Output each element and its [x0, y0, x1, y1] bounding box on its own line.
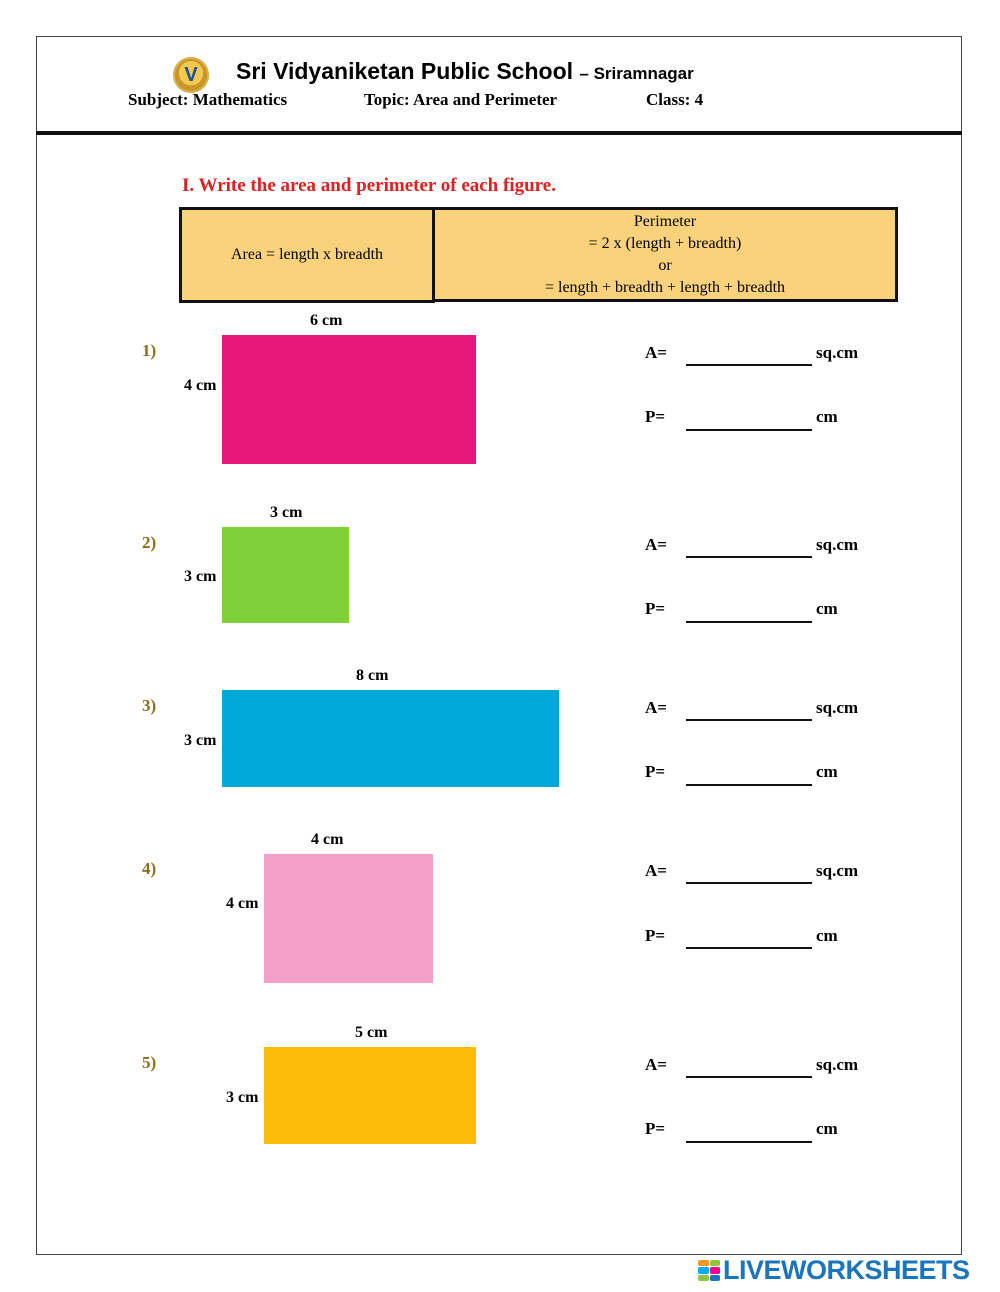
question-number: 1)	[142, 341, 157, 360]
worksheet-frame	[36, 36, 962, 1255]
perimeter-unit: cm	[816, 762, 838, 781]
area-answer-label: A=	[645, 1055, 667, 1074]
area-answer-label: A=	[645, 698, 667, 717]
perimeter-or: or	[658, 256, 672, 274]
perimeter-title: Perimeter	[633, 212, 697, 230]
perimeter-unit: cm	[816, 599, 838, 618]
perimeter-answer-label: P=	[645, 762, 666, 781]
question-number: 2)	[142, 533, 157, 552]
perimeter-answer-blank[interactable]	[686, 947, 812, 949]
perimeter-formula-box: Perimeter = 2 x (length + breadth) or = …	[432, 207, 898, 302]
area-answer-blank[interactable]	[686, 882, 812, 884]
perimeter-formula-1: = 2 x (length + breadth)	[588, 234, 742, 252]
area-answer-blank[interactable]	[686, 556, 812, 558]
rectangle-figure	[264, 1047, 476, 1144]
class-label: Class: 4	[646, 90, 704, 109]
perimeter-answer-blank[interactable]	[686, 1141, 812, 1143]
school-location: – Sriramnagar	[579, 64, 694, 83]
perimeter-unit: cm	[816, 926, 838, 945]
breadth-label: 3 cm	[226, 1089, 259, 1106]
area-unit: sq.cm	[816, 535, 859, 554]
perimeter-unit: cm	[816, 407, 838, 426]
perimeter-answer-blank[interactable]	[686, 621, 812, 623]
area-answer-blank[interactable]	[686, 364, 812, 366]
school-logo: V	[173, 57, 209, 93]
rectangle-figure	[222, 690, 559, 787]
question-number: 5)	[142, 1053, 157, 1072]
school-name: Sri Vidyaniketan Public School	[236, 58, 574, 84]
length-label: 4 cm	[311, 831, 344, 848]
perimeter-unit: cm	[816, 1119, 838, 1138]
length-label: 6 cm	[310, 312, 343, 329]
perimeter-answer-label: P=	[645, 407, 666, 426]
square-figure	[222, 527, 349, 623]
breadth-label: 4 cm	[184, 377, 217, 394]
subject-label: Subject: Mathematics	[128, 90, 288, 109]
perimeter-answer-label: P=	[645, 1119, 666, 1138]
header-divider	[36, 131, 962, 135]
instruction-heading: I. Write the area and perimeter of each …	[182, 175, 556, 196]
length-label: 3 cm	[270, 504, 303, 521]
length-label: 8 cm	[356, 667, 389, 684]
square-figure	[264, 854, 433, 983]
perimeter-answer-label: P=	[645, 599, 666, 618]
area-unit: sq.cm	[816, 861, 859, 880]
area-answer-blank[interactable]	[686, 1076, 812, 1078]
breadth-label: 4 cm	[226, 895, 259, 912]
area-unit: sq.cm	[816, 343, 859, 362]
breadth-label: 3 cm	[184, 732, 217, 749]
area-formula-box: Area = length x breadth	[179, 207, 435, 303]
liveworksheets-cubes-icon	[698, 1259, 720, 1282]
area-answer-label: A=	[645, 535, 667, 554]
length-label: 5 cm	[355, 1024, 388, 1041]
area-answer-blank[interactable]	[686, 719, 812, 721]
area-unit: sq.cm	[816, 1055, 859, 1074]
question-number: 3)	[142, 696, 157, 715]
liveworksheets-logo: LIVEWORKSHEETS	[698, 1255, 970, 1286]
area-answer-label: A=	[645, 861, 667, 880]
area-answer-label: A=	[645, 343, 667, 362]
school-title: Sri Vidyaniketan Public School – Sriramn…	[236, 58, 694, 85]
area-unit: sq.cm	[816, 698, 859, 717]
question-number: 4)	[142, 859, 157, 878]
area-formula: Area = length x breadth	[230, 246, 384, 263]
perimeter-formula-2: = length + breadth + length + breadth	[544, 278, 786, 296]
perimeter-answer-label: P=	[645, 926, 666, 945]
rectangle-figure	[222, 335, 476, 464]
topic-label: Topic: Area and Perimeter	[364, 90, 558, 109]
breadth-label: 3 cm	[184, 568, 217, 585]
perimeter-answer-blank[interactable]	[686, 784, 812, 786]
perimeter-answer-blank[interactable]	[686, 429, 812, 431]
logo-letter: V	[184, 64, 198, 86]
liveworksheets-brand: LIVEWORKSHEETS	[723, 1255, 970, 1285]
